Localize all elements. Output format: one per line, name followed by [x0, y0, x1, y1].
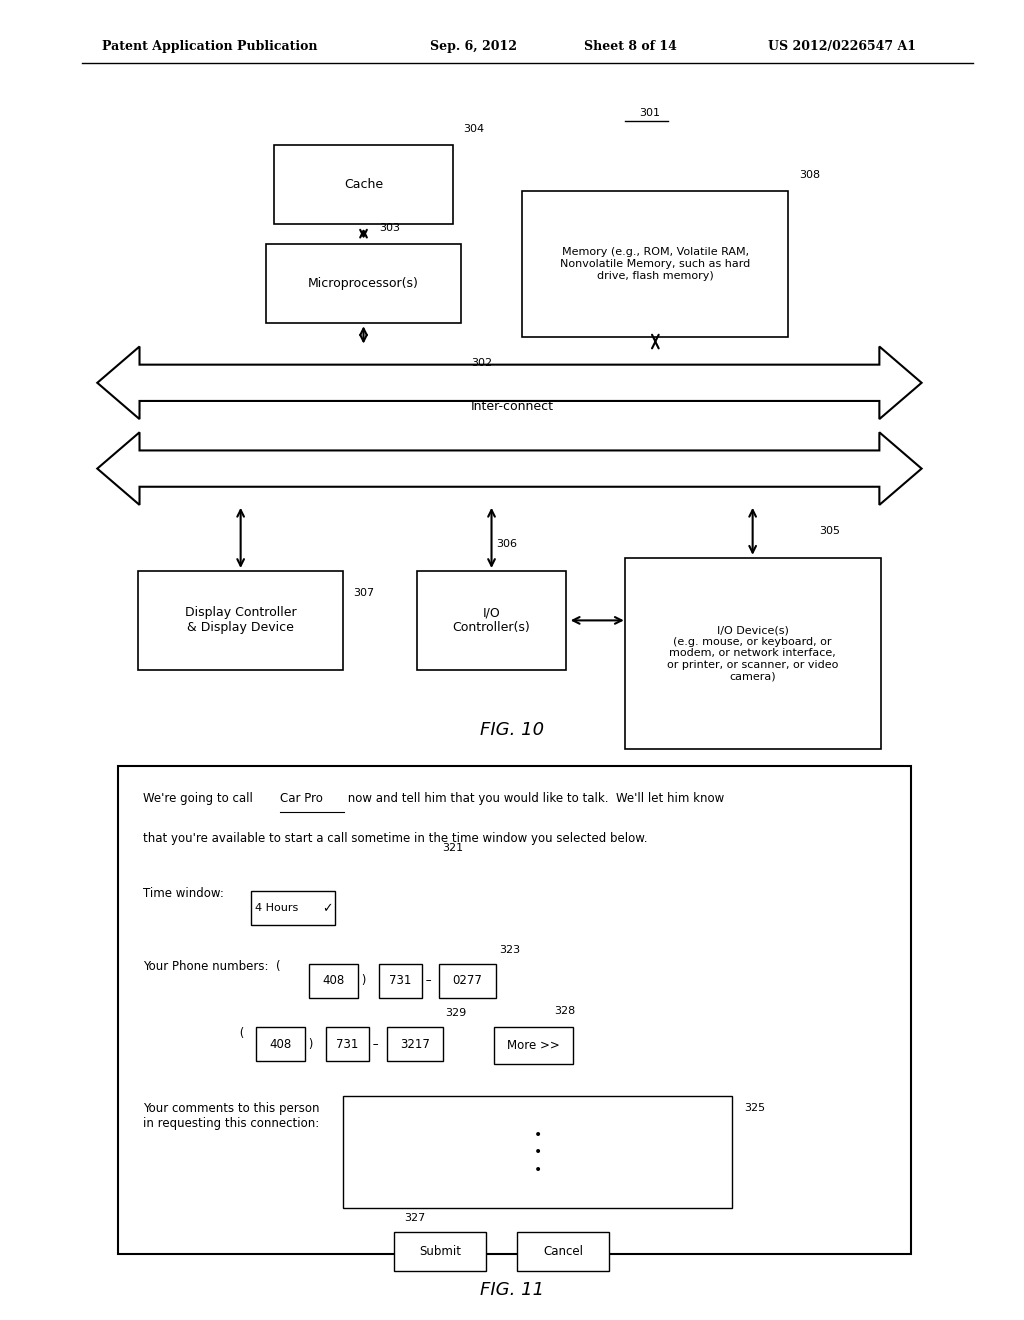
Polygon shape [97, 433, 922, 504]
Text: 302: 302 [471, 358, 493, 368]
Text: –: – [369, 1038, 378, 1051]
Text: Your comments to this person
in requesting this connection:: Your comments to this person in requesti… [143, 1102, 319, 1130]
Text: 306: 306 [497, 539, 518, 549]
Text: 4 Hours: 4 Hours [255, 903, 298, 913]
Text: ): ) [358, 974, 367, 987]
Text: US 2012/0226547 A1: US 2012/0226547 A1 [768, 40, 916, 53]
Text: Inter-connect: Inter-connect [470, 400, 554, 413]
Text: •: • [534, 1146, 542, 1159]
Text: I/O Device(s)
(e.g. mouse, or keyboard, or
modem, or network interface,
or print: I/O Device(s) (e.g. mouse, or keyboard, … [667, 626, 839, 681]
FancyBboxPatch shape [379, 964, 422, 998]
FancyBboxPatch shape [138, 570, 343, 671]
FancyBboxPatch shape [522, 191, 788, 337]
Text: Patent Application Publication: Patent Application Publication [102, 40, 317, 53]
Text: Cancel: Cancel [543, 1245, 584, 1258]
Text: 323: 323 [499, 945, 520, 956]
FancyBboxPatch shape [418, 570, 565, 671]
FancyBboxPatch shape [309, 964, 358, 998]
Text: 308: 308 [799, 170, 820, 181]
Text: 321: 321 [442, 843, 464, 854]
Text: FIG. 10: FIG. 10 [480, 721, 544, 739]
Text: –: – [422, 974, 431, 987]
Text: Microprocessor(s): Microprocessor(s) [308, 277, 419, 290]
Text: that you're available to start a call sometime in the time window you selected b: that you're available to start a call so… [143, 832, 648, 845]
FancyBboxPatch shape [343, 1096, 732, 1208]
Text: ✓: ✓ [323, 902, 333, 915]
FancyBboxPatch shape [251, 891, 335, 925]
Text: Car Pro: Car Pro [280, 792, 323, 805]
Text: Memory (e.g., ROM, Volatile RAM,
Nonvolatile Memory, such as hard
drive, flash m: Memory (e.g., ROM, Volatile RAM, Nonvola… [560, 247, 751, 281]
Text: Display Controller
& Display Device: Display Controller & Display Device [184, 606, 297, 635]
Text: 731: 731 [389, 974, 412, 987]
Text: 304: 304 [463, 124, 484, 135]
Text: 301: 301 [639, 108, 660, 119]
FancyBboxPatch shape [387, 1027, 443, 1061]
FancyBboxPatch shape [118, 766, 911, 1254]
FancyBboxPatch shape [256, 1027, 305, 1061]
Text: 3217: 3217 [400, 1038, 430, 1051]
Text: 307: 307 [353, 587, 375, 598]
Text: 408: 408 [323, 974, 345, 987]
Text: 329: 329 [445, 1008, 467, 1019]
FancyBboxPatch shape [439, 964, 496, 998]
FancyBboxPatch shape [266, 244, 461, 323]
Text: 0277: 0277 [453, 974, 482, 987]
FancyBboxPatch shape [326, 1027, 369, 1061]
Text: Submit: Submit [419, 1245, 462, 1258]
Text: We're going to call: We're going to call [143, 792, 257, 805]
Text: 303: 303 [379, 223, 400, 234]
Text: FIG. 11: FIG. 11 [480, 1280, 544, 1299]
Text: 328: 328 [554, 1006, 575, 1016]
FancyBboxPatch shape [494, 1027, 573, 1064]
Text: Sheet 8 of 14: Sheet 8 of 14 [584, 40, 677, 53]
Text: More >>: More >> [507, 1039, 560, 1052]
Text: 731: 731 [336, 1038, 358, 1051]
Text: Cache: Cache [344, 178, 383, 191]
Text: 325: 325 [744, 1104, 766, 1114]
Text: Your Phone numbers:  (: Your Phone numbers: ( [143, 960, 281, 973]
Text: 305: 305 [819, 525, 841, 536]
Polygon shape [97, 347, 922, 420]
FancyBboxPatch shape [625, 557, 881, 750]
Text: (: ( [236, 1027, 244, 1040]
Text: 408: 408 [269, 1038, 292, 1051]
Text: ): ) [305, 1038, 313, 1051]
Text: now and tell him that you would like to talk.  We'll let him know: now and tell him that you would like to … [344, 792, 724, 805]
Text: •: • [534, 1129, 542, 1142]
Text: I/O
Controller(s): I/O Controller(s) [453, 606, 530, 635]
Text: 327: 327 [404, 1213, 426, 1224]
FancyBboxPatch shape [517, 1232, 609, 1271]
Text: Sep. 6, 2012: Sep. 6, 2012 [430, 40, 517, 53]
Text: •: • [534, 1163, 542, 1176]
Text: Time window:: Time window: [143, 887, 224, 900]
FancyBboxPatch shape [273, 145, 453, 224]
FancyBboxPatch shape [394, 1232, 486, 1271]
